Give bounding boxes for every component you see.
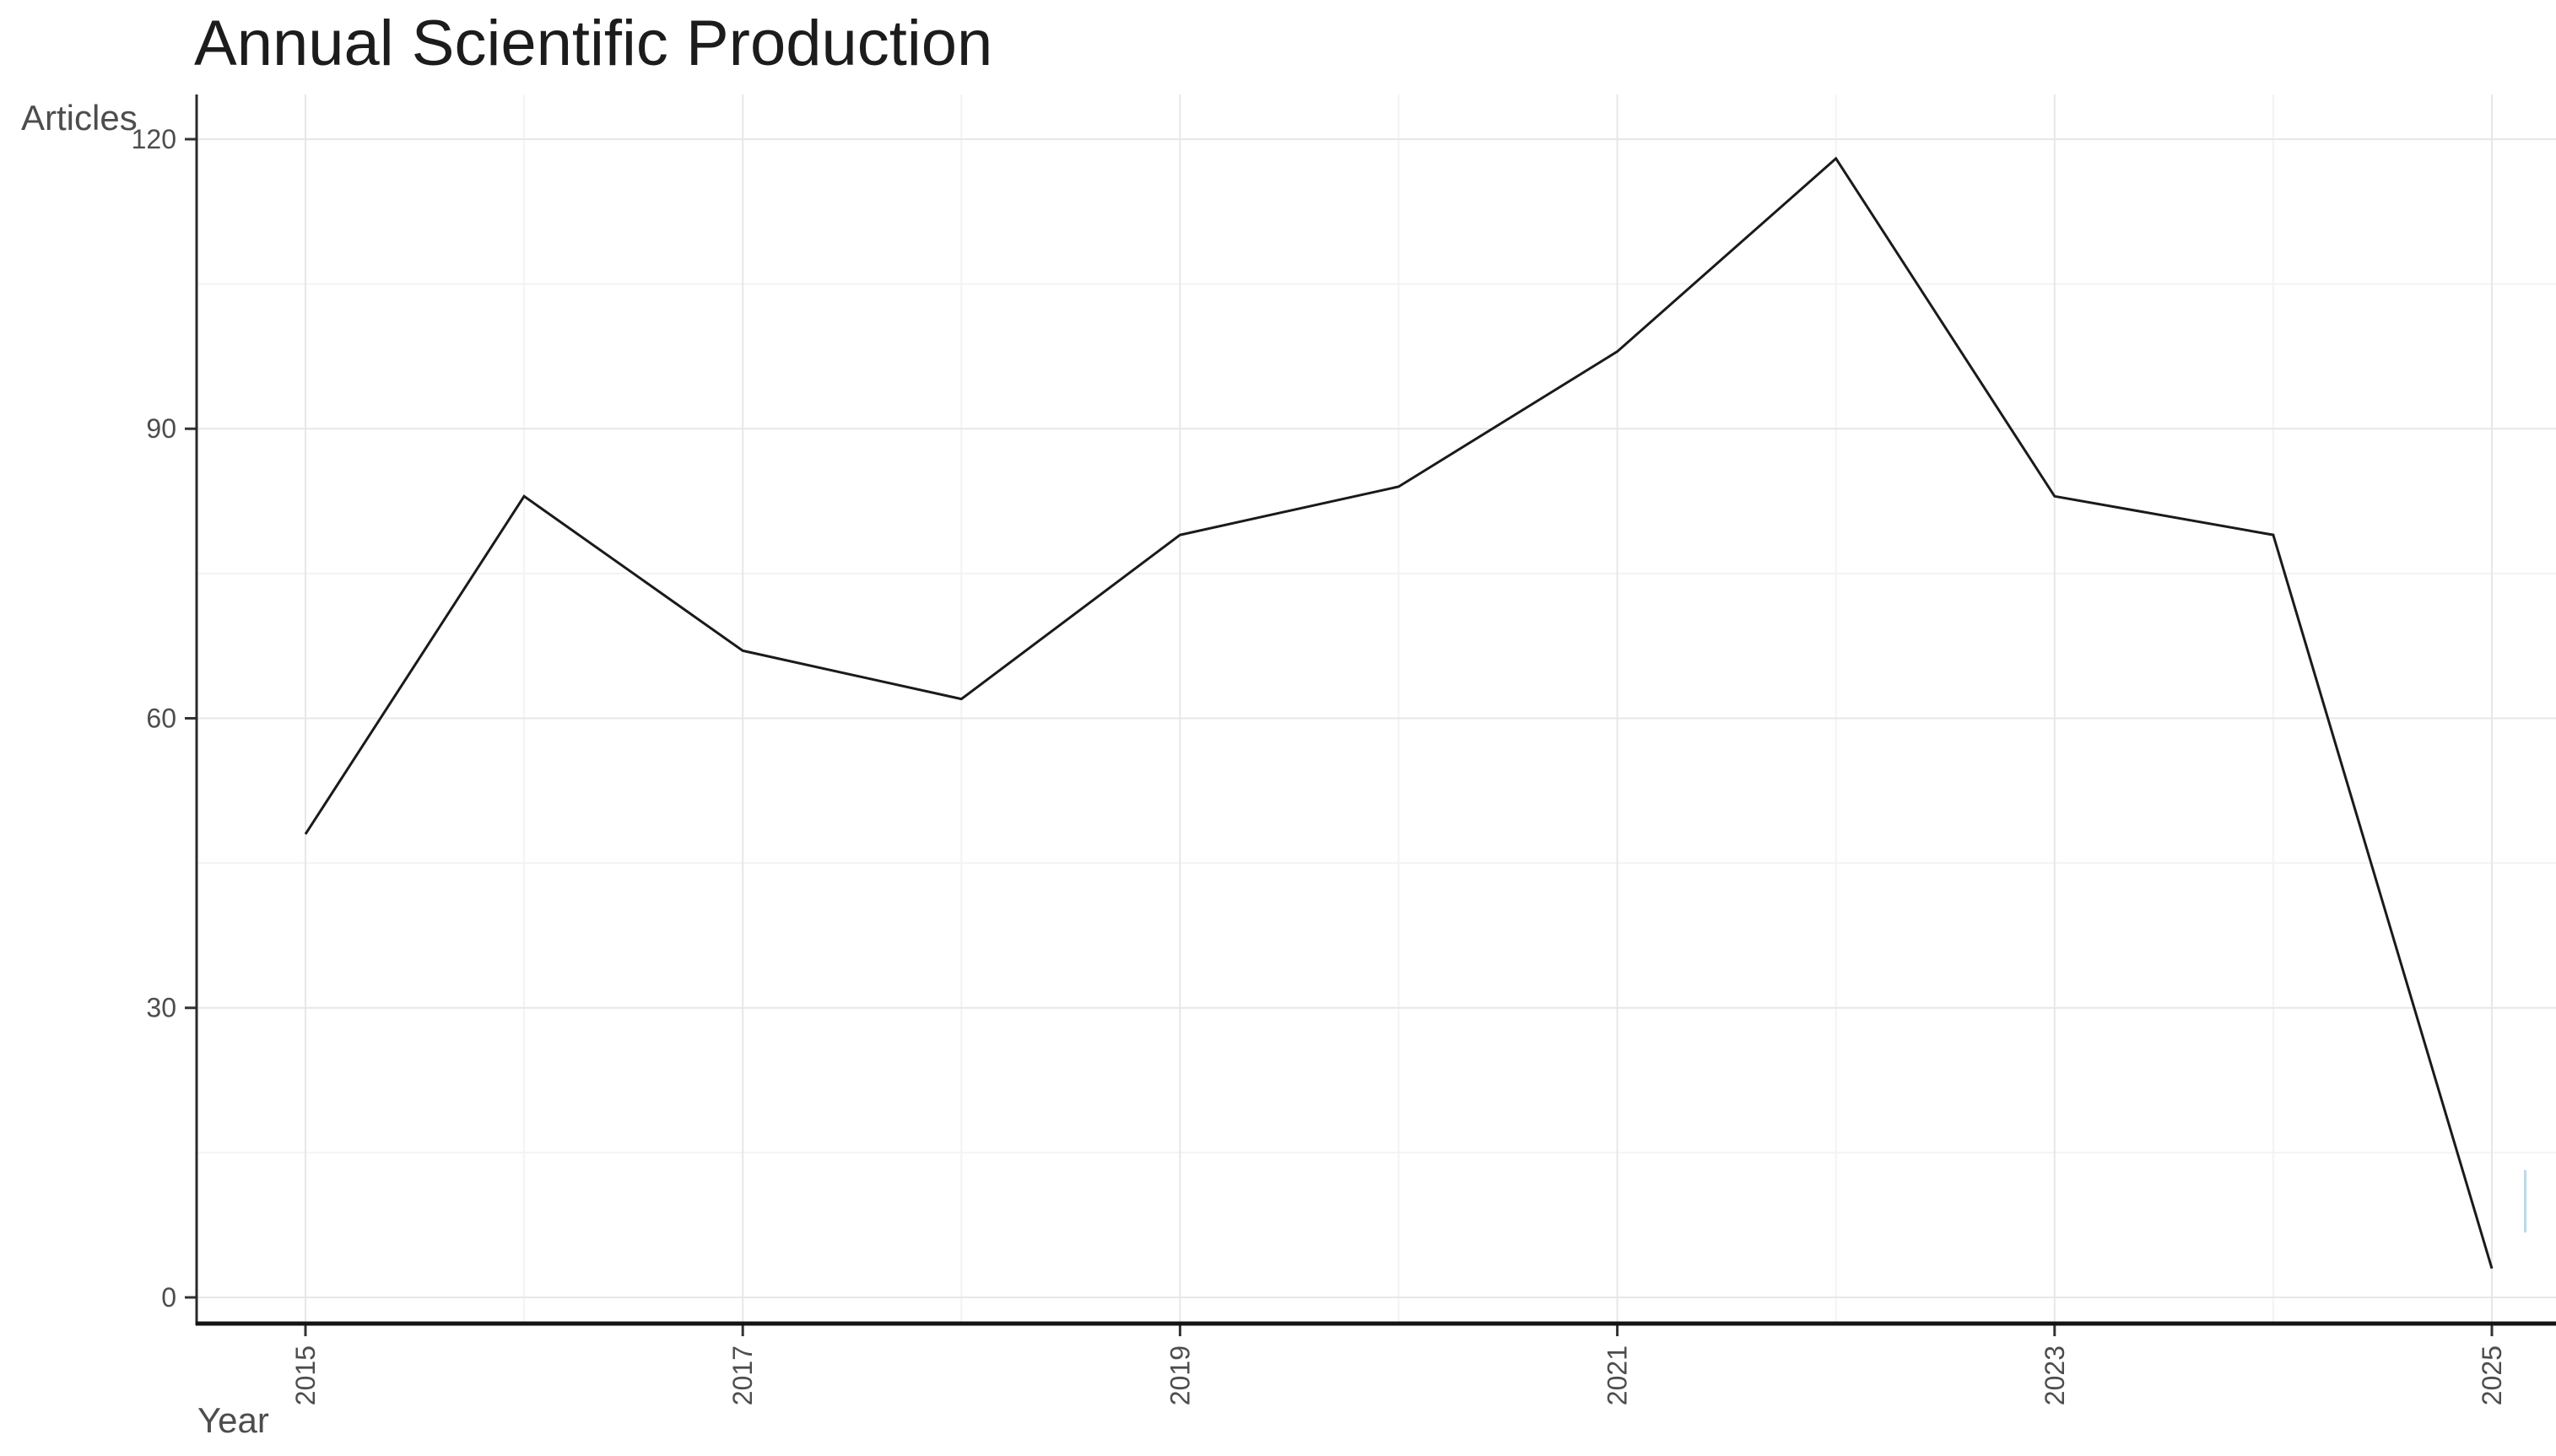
y-tick-label: 60 bbox=[146, 703, 176, 733]
chart-title: Annual Scientific Production bbox=[194, 8, 993, 79]
y-axis-title: Articles bbox=[21, 98, 138, 138]
x-tick-label: 2025 bbox=[2477, 1345, 2507, 1405]
x-tick-label: 2015 bbox=[290, 1345, 321, 1405]
x-tick-label: 2017 bbox=[727, 1345, 758, 1405]
artifact-line bbox=[2524, 1170, 2526, 1232]
y-tick-label: 30 bbox=[146, 993, 176, 1023]
x-tick-label: 2021 bbox=[1602, 1345, 1633, 1405]
y-tick-label: 120 bbox=[132, 124, 176, 154]
y-tick-label: 90 bbox=[146, 413, 176, 444]
x-tick-label: 2019 bbox=[1165, 1345, 1195, 1405]
y-tick-label: 0 bbox=[161, 1282, 176, 1313]
x-tick-label: 2023 bbox=[2040, 1345, 2070, 1405]
x-axis-title: Year bbox=[197, 1400, 269, 1440]
data-series-line bbox=[304, 156, 2494, 1270]
